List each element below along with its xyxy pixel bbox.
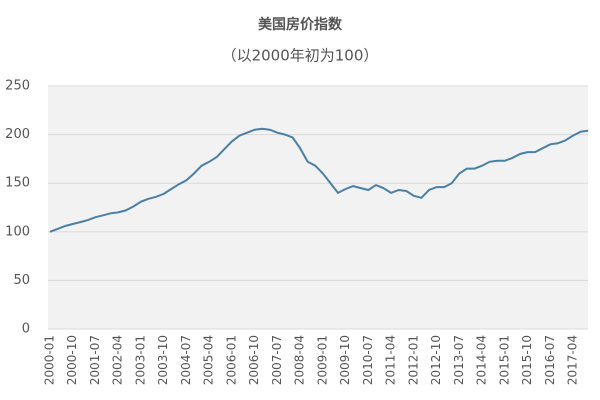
x-tick-label: 2014-04 (475, 335, 489, 385)
x-tick-label: 2011-04 (384, 335, 398, 385)
y-tick-label: 100 (5, 224, 30, 239)
x-tick-label: 2010-07 (361, 335, 375, 385)
line-series (49, 127, 589, 233)
x-tick-label: 2012-10 (429, 335, 443, 385)
chart-title: 美国房价指数 (258, 16, 343, 33)
y-tick-label: 150 (5, 176, 30, 191)
x-tick-label: 2001-07 (88, 335, 102, 385)
x-tick-label: 2000-10 (65, 335, 79, 385)
x-tick-label: 2012-01 (406, 335, 420, 385)
x-tick-label: 2007-07 (270, 335, 284, 385)
x-tick-label: 2006-01 (224, 335, 238, 385)
y-tick-label: 50 (13, 273, 30, 288)
x-tick-label: 2015-01 (497, 335, 511, 385)
y-tick-label: 200 (5, 127, 30, 142)
x-tick-label: 2004-07 (179, 335, 193, 385)
x-tick-label: 2002-04 (111, 335, 125, 385)
x-tick-label: 2008-04 (293, 335, 307, 385)
x-tick-label: 2006-10 (247, 335, 261, 385)
x-tick-label: 2017-04 (566, 335, 580, 385)
x-tick-label: 2005-04 (202, 335, 216, 385)
x-tick-label: 2016-07 (543, 335, 557, 385)
x-tick-label: 2013-07 (452, 335, 466, 385)
x-tick-label: 2009-01 (315, 335, 329, 385)
x-tick-label: 2003-01 (133, 335, 147, 385)
x-tick-label: 2009-10 (338, 335, 352, 385)
y-tick-label: 250 (5, 79, 30, 94)
x-tick-label: 2015-10 (520, 335, 534, 385)
y-tick-label: 0 (22, 322, 30, 337)
x-tick-label: 2003-10 (156, 335, 170, 385)
chart-subtitle: （以2000年初为100） (222, 47, 379, 65)
x-tick-label: 2000-01 (43, 335, 57, 385)
plot-area (48, 86, 588, 329)
